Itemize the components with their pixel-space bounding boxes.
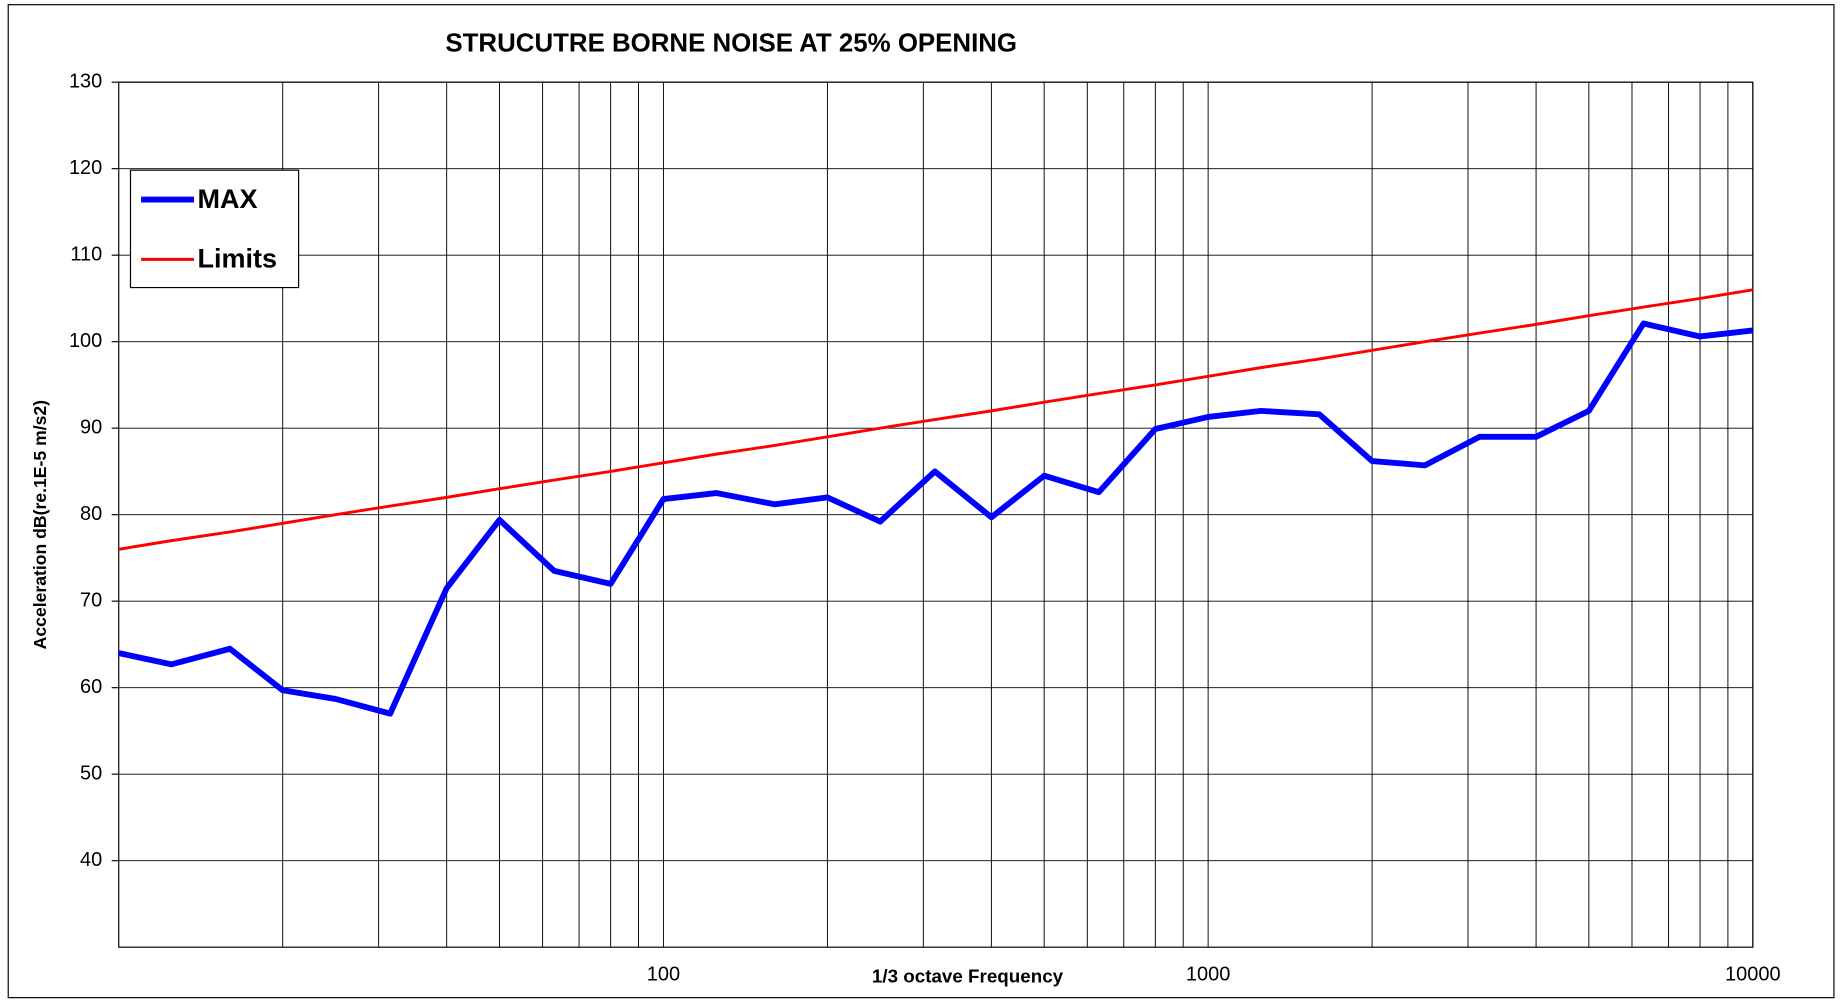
legend-label: Limits — [198, 244, 278, 274]
series-line — [118, 320, 1754, 717]
y-tick-label: 100 — [69, 330, 102, 352]
x-axis-label: 1/3 octave Frequency — [872, 966, 1064, 987]
legend-box — [129, 169, 300, 289]
y-tick-label: 70 — [80, 589, 102, 611]
y-tick-label: 130 — [69, 70, 102, 92]
legend-label: MAX — [198, 184, 258, 214]
series-line — [118, 288, 1754, 551]
y-tick-label: 120 — [69, 157, 102, 179]
y-axis-label: Acceleration dB(re.1E-5 m/s2) — [30, 400, 50, 649]
plot-border — [118, 81, 1754, 948]
x-tick-label: 10000 — [1725, 964, 1781, 986]
y-tick-label: 110 — [70, 243, 102, 265]
y-tick-label: 50 — [80, 762, 102, 784]
x-tick-label: 1000 — [1186, 964, 1230, 986]
chart-title: STRUCUTRE BORNE NOISE AT 25% OPENING — [445, 29, 1017, 57]
y-tick-label: 40 — [80, 849, 102, 871]
y-tick-label: 80 — [80, 503, 102, 525]
x-tick-label: 100 — [647, 964, 680, 986]
y-tick-label: 60 — [80, 676, 102, 698]
y-tick-label: 90 — [80, 416, 102, 438]
